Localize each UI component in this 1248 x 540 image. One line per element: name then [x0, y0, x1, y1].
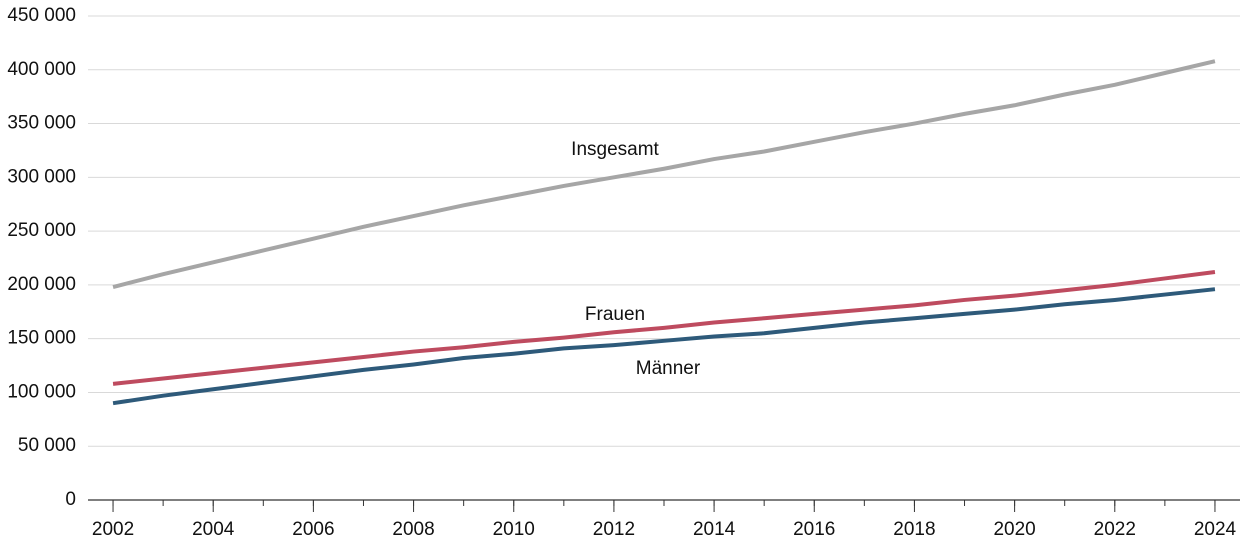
series-label: Insgesamt [571, 139, 659, 160]
y-tick-label: 100 000 [7, 381, 76, 402]
series-line [112, 287, 1216, 406]
y-tick-label: 450 000 [7, 5, 76, 26]
x-tick-label: 2002 [92, 519, 134, 540]
x-tick-label: 2012 [593, 519, 635, 540]
series-line [112, 59, 1216, 289]
x-tick-label: 2006 [292, 519, 334, 540]
x-tick-label: 2010 [493, 519, 535, 540]
y-tick-label: 150 000 [7, 328, 76, 349]
y-tick-label: 200 000 [7, 274, 76, 295]
y-tick-label: 0 [65, 489, 76, 510]
y-tick-label: 400 000 [7, 59, 76, 80]
series-label: Männer [636, 358, 701, 379]
x-tick-label: 2008 [392, 519, 434, 540]
series-line [112, 269, 1216, 386]
x-tick-label: 2004 [192, 519, 235, 540]
x-tick-label: 2016 [793, 519, 835, 540]
y-tick-label: 250 000 [7, 220, 76, 241]
x-tick-label: 2014 [693, 519, 736, 540]
y-tick-label: 350 000 [7, 113, 76, 134]
x-tick-label: 2022 [1094, 519, 1136, 540]
x-tick-label: 2018 [893, 519, 935, 540]
y-tick-label: 50 000 [18, 435, 76, 456]
y-tick-label: 300 000 [7, 166, 76, 187]
x-tick-label: 2024 [1194, 519, 1237, 540]
x-tick-label: 2020 [993, 519, 1035, 540]
series-label: Frauen [585, 304, 645, 325]
